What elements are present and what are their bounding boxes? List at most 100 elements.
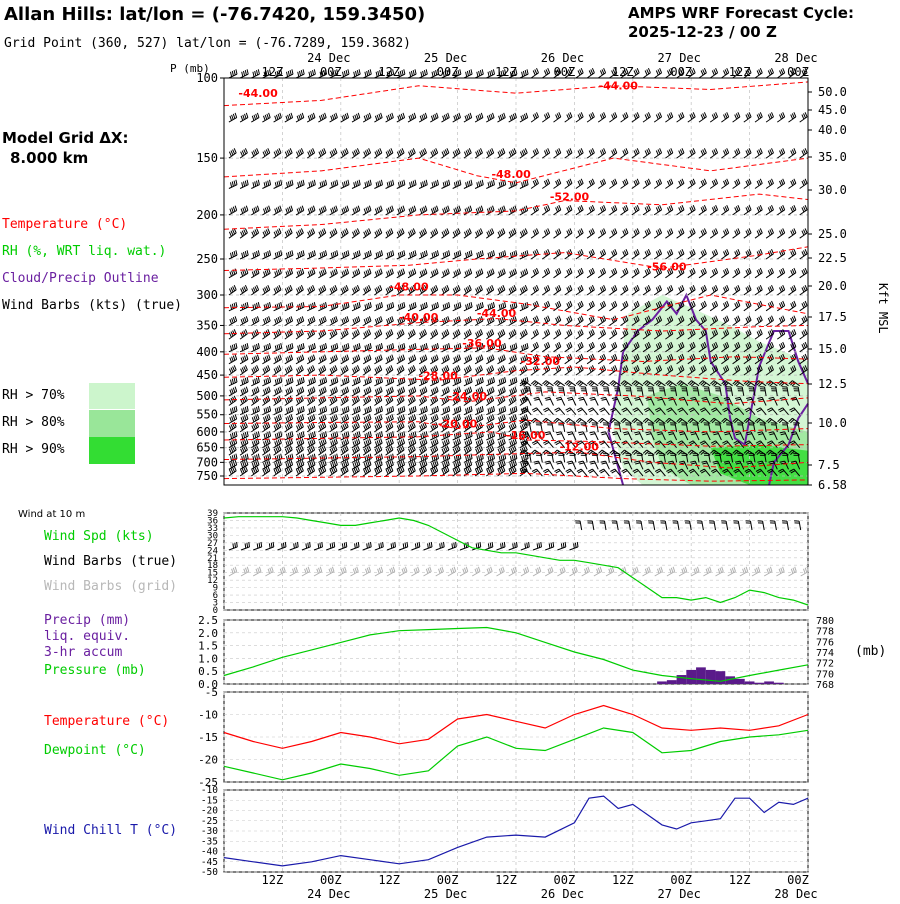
wind-barb: [385, 301, 395, 312]
wind-barb: [396, 250, 406, 260]
wind-barb: [665, 249, 674, 260]
wind-barb: [770, 422, 778, 432]
wind-barb: [228, 316, 238, 326]
wind-barb: [239, 228, 248, 239]
wind-barb: [621, 407, 633, 416]
wind-barb: [653, 112, 663, 123]
wind-barb: [553, 353, 562, 365]
grid-wind-barb: [630, 566, 639, 577]
wind-barb: [777, 228, 786, 239]
wind-barb: [642, 148, 651, 159]
wind-barb: [788, 68, 797, 79]
wind-barb: [486, 386, 495, 397]
wind-barb: [273, 459, 282, 470]
wind-barb: [788, 178, 797, 189]
wind-barb: [575, 353, 584, 365]
wind-barb: [793, 422, 801, 432]
wind-barb: [788, 417, 800, 424]
wind-barb: [273, 250, 283, 260]
wind-barb: [430, 316, 439, 326]
wind-barb: [653, 353, 663, 365]
true-wind-barb: [757, 520, 765, 531]
wind-barb: [765, 178, 774, 189]
wind-barb: [228, 179, 238, 189]
wind-barb: [340, 342, 350, 353]
wind-barb: [614, 386, 622, 396]
wind-barb: [754, 249, 763, 260]
wind-barb: [564, 205, 573, 216]
kft-msl-label: Kft MSL: [876, 283, 890, 334]
wind-barb: [329, 431, 339, 441]
bottom-date-label: 28 Dec: [774, 887, 817, 900]
true-wind-barb: [794, 520, 802, 531]
wind-barb: [430, 285, 439, 296]
wind-barb: [743, 417, 756, 424]
wind-barb: [251, 301, 260, 312]
true-wind-barb: [435, 541, 445, 551]
wind-barb: [452, 69, 462, 79]
wind-barb: [781, 422, 789, 432]
bottom-hour-label: 12Z: [495, 873, 517, 887]
wind-barb: [631, 417, 644, 424]
true-wind-barb: [423, 541, 433, 551]
wind-barb: [743, 285, 752, 296]
wind-barb: [575, 249, 584, 260]
wind-barb: [524, 422, 532, 432]
wind-barb: [452, 329, 461, 340]
wind-barb: [564, 300, 573, 312]
wind-barb: [374, 316, 383, 326]
wind-barb: [284, 466, 293, 477]
wind-barb: [452, 205, 461, 216]
wind-barb: [597, 267, 607, 279]
dewpoint-line: [223, 727, 809, 781]
wind-barb: [318, 69, 328, 79]
wind-barb: [306, 431, 316, 441]
wind-barb: [754, 178, 763, 189]
wind-tick-label: 12: [207, 576, 218, 586]
temperature-tick-label: -25: [198, 776, 218, 789]
wind-barb: [631, 228, 640, 239]
wind-barb: [284, 445, 293, 456]
wind-barb: [452, 365, 461, 376]
wind-barb: [396, 329, 405, 340]
wind-barb: [239, 354, 249, 365]
wind-barb: [519, 148, 528, 159]
wind-barb: [676, 148, 685, 159]
wind-barb: [519, 250, 529, 260]
wind-barb: [430, 466, 439, 477]
wind-barb: [687, 380, 700, 387]
wind-barb: [340, 466, 349, 477]
wind-barb: [239, 386, 249, 397]
grid-wind-barb: [338, 566, 347, 577]
wind-barb: [418, 301, 428, 312]
wind-barb: [441, 205, 450, 216]
wind-barb: [542, 267, 551, 279]
grid-wind-barb: [423, 566, 432, 577]
wind-barb: [407, 395, 416, 406]
temperature-contour: [223, 193, 809, 230]
pressure-tick-label: 750: [196, 469, 218, 483]
wind-barb: [642, 329, 651, 340]
wind-barb: [575, 365, 584, 376]
wind-barb: [609, 68, 618, 79]
wind-barb: [781, 452, 789, 463]
wind-barb: [228, 250, 238, 260]
wind-barb: [306, 354, 316, 365]
wind-barb: [733, 468, 745, 477]
wind-barb: [542, 315, 551, 326]
wind-barb: [318, 250, 328, 260]
wind-barb: [340, 405, 350, 416]
wind-barb: [703, 386, 711, 396]
wind-barb: [228, 422, 237, 433]
wind-barb: [441, 376, 451, 387]
wind-barb: [273, 268, 282, 279]
wind-barb: [530, 353, 539, 365]
wind-barb: [754, 228, 763, 239]
wind-barb: [396, 422, 405, 433]
true-wind-barb: [447, 541, 457, 551]
wind-barb: [793, 452, 801, 463]
wind-tick-label: 21: [207, 554, 218, 564]
wind-barb: [743, 315, 752, 326]
wind-barb: [754, 353, 763, 365]
wind-barb: [486, 376, 495, 387]
